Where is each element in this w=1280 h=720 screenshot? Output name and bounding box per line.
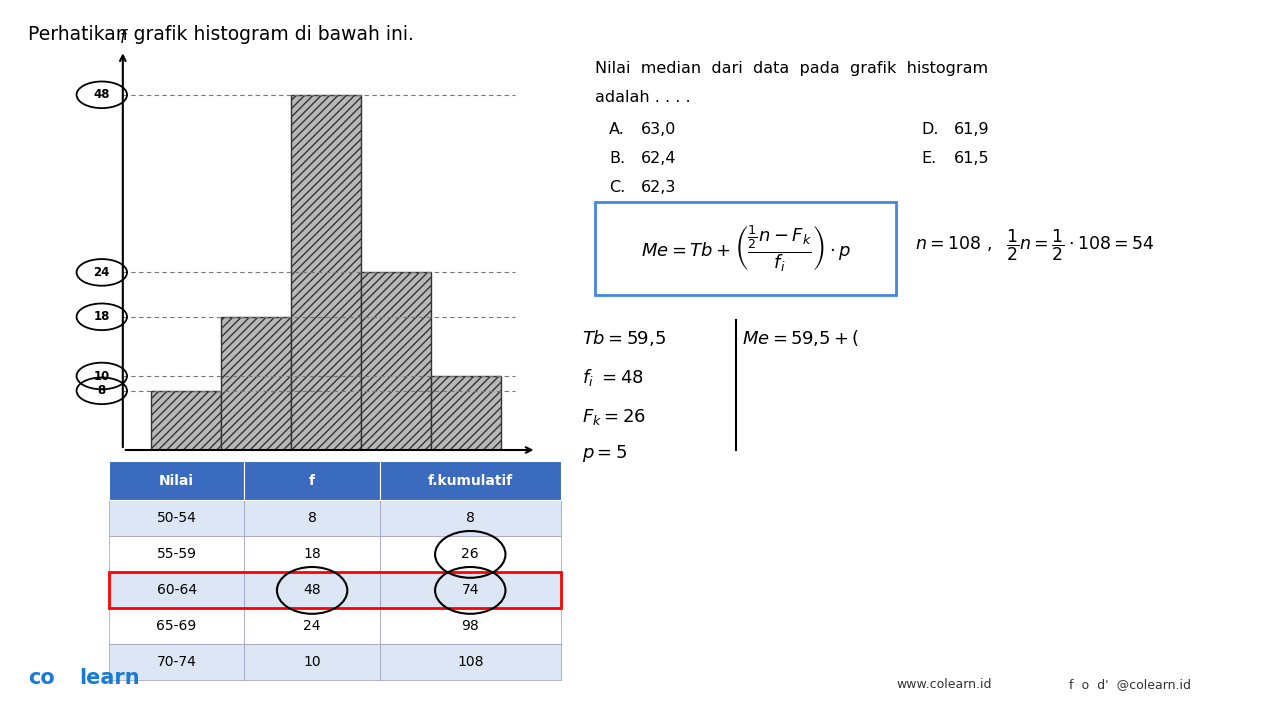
Text: Nilai  median  dari  data  pada  grafik  histogram: Nilai median dari data pada grafik histo…: [595, 61, 988, 76]
Bar: [431, 376, 502, 450]
Text: Nilai: Nilai: [516, 469, 543, 482]
Text: 63,0: 63,0: [641, 122, 677, 138]
Text: co: co: [28, 667, 55, 688]
Text: www.colearn.id: www.colearn.id: [896, 678, 992, 691]
Text: 61,9: 61,9: [954, 122, 989, 138]
Text: 98: 98: [461, 619, 479, 634]
Text: 48: 48: [303, 583, 321, 598]
Text: $F_k = 26$: $F_k = 26$: [582, 407, 646, 427]
Text: 50-54: 50-54: [156, 511, 197, 526]
Bar: [291, 95, 361, 450]
Text: 18: 18: [93, 310, 110, 323]
Text: 62,3: 62,3: [641, 180, 677, 195]
Text: Nilai: Nilai: [159, 474, 195, 487]
Text: 8: 8: [97, 384, 106, 397]
Text: 65-69: 65-69: [156, 619, 197, 634]
Text: 61,5: 61,5: [954, 151, 989, 166]
Text: 108: 108: [457, 655, 484, 670]
Text: A.: A.: [609, 122, 625, 138]
Text: f: f: [310, 474, 315, 487]
Text: f: f: [120, 29, 125, 47]
Text: 64,5: 64,5: [348, 469, 374, 482]
Text: 8: 8: [466, 511, 475, 526]
Text: 54,5: 54,5: [207, 476, 234, 486]
Text: 60-64: 60-64: [156, 583, 197, 598]
Text: 24: 24: [303, 619, 321, 634]
Text: adalah . . . .: adalah . . . .: [595, 90, 691, 105]
Bar: [151, 391, 221, 450]
Text: 74,5: 74,5: [488, 469, 515, 482]
Text: $p = 5$: $p = 5$: [582, 443, 628, 464]
Text: 18: 18: [303, 547, 321, 562]
Text: f.kumulatif: f.kumulatif: [428, 474, 513, 487]
Text: 69,5: 69,5: [419, 469, 444, 482]
Text: 74: 74: [462, 583, 479, 598]
Text: f  o  d'  @colearn.id: f o d' @colearn.id: [1069, 678, 1190, 691]
Bar: [221, 317, 291, 450]
Text: 10: 10: [93, 369, 110, 382]
Text: D.: D.: [922, 122, 940, 138]
Text: 26: 26: [462, 547, 479, 562]
Text: 48: 48: [93, 89, 110, 102]
Bar: [361, 272, 431, 450]
Text: $Me = 59{,}5 + ($: $Me = 59{,}5 + ($: [742, 328, 860, 348]
Text: $Me = Tb + \left(\dfrac{\frac{1}{2}n - F_k}{f_i}\right) \cdot p$: $Me = Tb + \left(\dfrac{\frac{1}{2}n - F…: [640, 223, 851, 274]
Text: Perhatikan grafik histogram di bawah ini.: Perhatikan grafik histogram di bawah ini…: [28, 25, 413, 44]
Text: $Tb = 59{,}5$: $Tb = 59{,}5$: [582, 328, 667, 348]
Text: 8: 8: [307, 511, 316, 526]
Text: B.: B.: [609, 151, 626, 166]
Text: 70-74: 70-74: [156, 655, 197, 670]
Text: $n = 108\ ,\ \ \dfrac{1}{2}n = \dfrac{1}{2} \cdot 108 = 54$: $n = 108\ ,\ \ \dfrac{1}{2}n = \dfrac{1}…: [915, 227, 1155, 263]
Text: 62,4: 62,4: [641, 151, 677, 166]
Text: learn: learn: [79, 667, 140, 688]
Text: 55-59: 55-59: [156, 547, 197, 562]
Text: E.: E.: [922, 151, 937, 166]
Text: 10: 10: [303, 655, 321, 670]
Text: $f_i\ = 48$: $f_i\ = 48$: [582, 367, 644, 388]
Text: 49,5: 49,5: [137, 476, 165, 486]
Text: C.: C.: [609, 180, 626, 195]
Text: 59,5: 59,5: [278, 469, 305, 482]
Text: 24: 24: [93, 266, 110, 279]
